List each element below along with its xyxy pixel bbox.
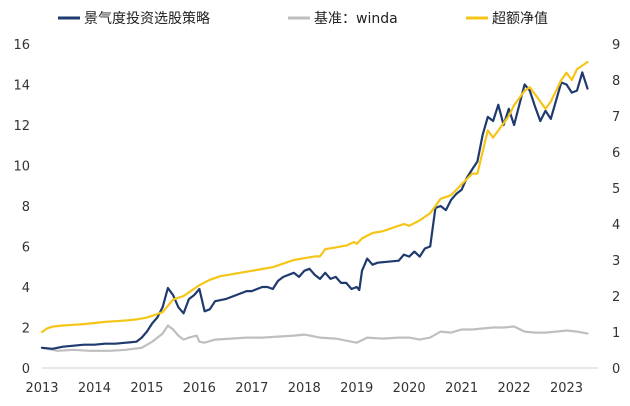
y-axis-right: 0 1 2 3 4 5 6 7 8 9 [612, 38, 620, 377]
y-left-tick-label: 0 [22, 362, 30, 377]
x-tick-label: 2017 [235, 381, 268, 396]
x-tick-label: 2016 [183, 381, 216, 396]
y-right-tick-label: 6 [612, 146, 620, 161]
y-right-tick-label: 9 [612, 38, 620, 53]
y-left-tick-label: 2 [22, 322, 30, 337]
series-line-excess-nav [40, 60, 589, 334]
y-right-tick-label: 8 [612, 74, 620, 89]
y-axis-left: 0 2 4 6 8 10 12 14 16 [13, 38, 30, 377]
legend-label-benchmark: 基准：winda [314, 10, 398, 27]
y-right-tick-label: 5 [612, 182, 620, 197]
x-tick-label: 2023 [550, 381, 583, 396]
y-left-tick-label: 14 [13, 79, 30, 94]
y-right-tick-label: 4 [612, 218, 620, 233]
series-line-strategy [40, 71, 589, 350]
x-tick-label: 2019 [340, 381, 373, 396]
y-left-tick-label: 10 [13, 160, 30, 175]
x-tick-label: 2020 [393, 381, 426, 396]
legend: 景气度投资选股策略 基准：winda 超额净值 [58, 10, 548, 27]
series-layer [40, 60, 589, 352]
y-left-tick-label: 12 [13, 119, 30, 134]
x-tick-label: 2021 [445, 381, 478, 396]
x-tick-label: 2013 [25, 381, 58, 396]
y-right-tick-label: 0 [612, 362, 620, 377]
y-right-tick-label: 1 [612, 326, 620, 341]
x-axis: 2013 2014 2015 2016 2017 2018 2019 2020 2021 2022… [25, 367, 598, 396]
x-tick-label: 2014 [78, 381, 111, 396]
x-tick-label: 2022 [498, 381, 531, 396]
legend-label-strategy: 景气度投资选股策略 [84, 10, 210, 27]
y-right-tick-label: 3 [612, 254, 620, 269]
y-left-tick-label: 6 [22, 241, 30, 256]
x-tick-label: 2018 [288, 381, 321, 396]
y-right-tick-label: 2 [612, 290, 620, 305]
x-tick-label: 2015 [130, 381, 163, 396]
y-left-tick-label: 16 [13, 38, 30, 53]
series-line-benchmark [40, 324, 589, 352]
y-left-tick-label: 4 [22, 281, 30, 296]
legend-label-excess-nav: 超额净值 [492, 11, 548, 27]
y-right-tick-label: 7 [612, 110, 620, 125]
y-left-tick-label: 8 [22, 200, 30, 215]
